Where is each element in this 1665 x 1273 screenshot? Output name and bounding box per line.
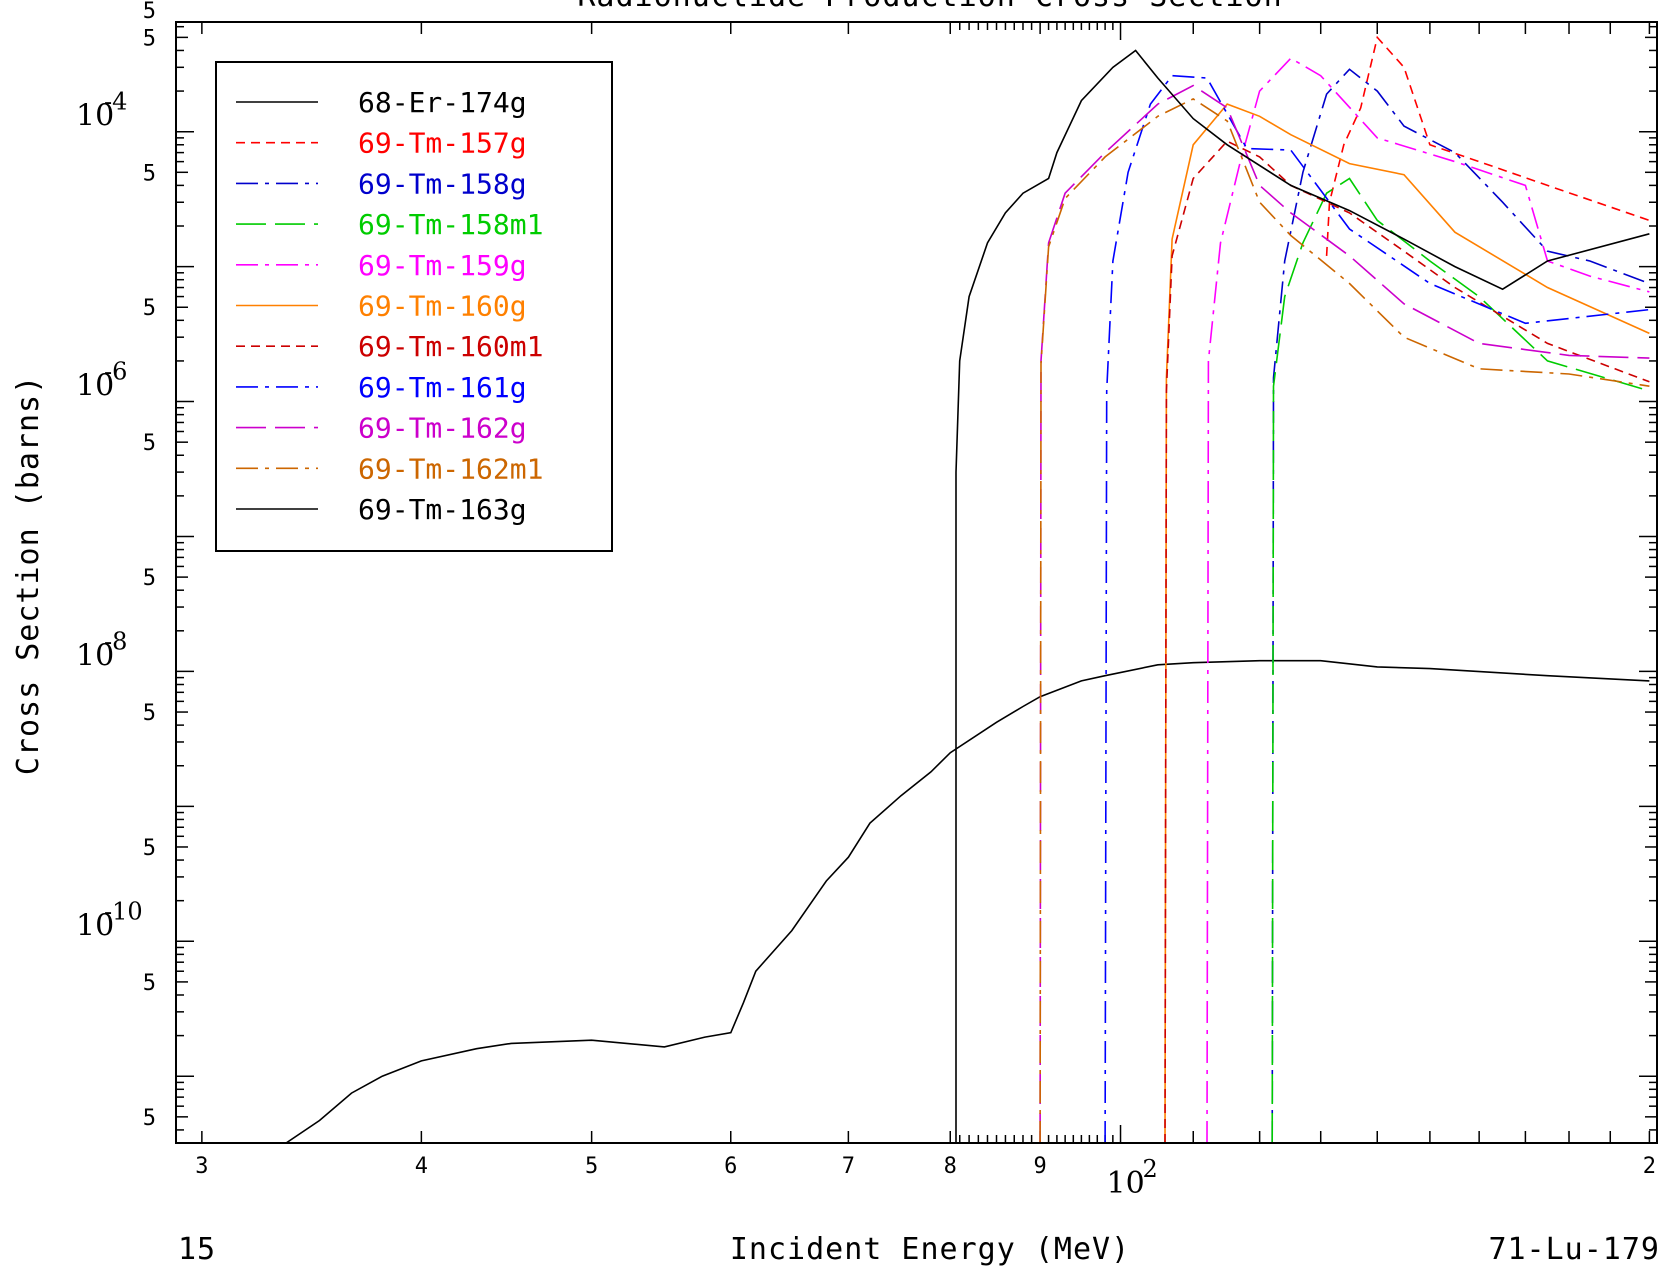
y-tick-label-five: 5	[143, 431, 156, 456]
x-tick-label: 8	[944, 1154, 957, 1179]
series-line-69-Tm-161g	[1104, 74, 1650, 1143]
legend-label: 69-Tm-163g	[358, 493, 527, 526]
series-line-69-Tm-158m1	[1271, 177, 1650, 1143]
series-line-69-Tm-162m1	[1039, 97, 1650, 1143]
legend: 68-Er-174g 69-Tm-157g 69-Tm-158g 69-Tm-158m…	[215, 61, 613, 552]
legend-label: 69-Tm-162m1	[358, 452, 543, 485]
corner-left-label: 15	[178, 1232, 216, 1267]
x-decade-label-base: 10	[1107, 1166, 1145, 1201]
legend-label: 68-Er-174g	[358, 86, 527, 119]
y-decade-label-base: 10	[76, 99, 114, 134]
series-line-69-Tm-158g	[1271, 68, 1650, 1143]
y-axis-title: Cross Section (barns)	[11, 375, 46, 775]
y-tick-label-five: 5	[143, 971, 156, 996]
y-decade-label-base: 10	[76, 638, 114, 673]
x-axis-title: Incident Energy (MeV)	[730, 1232, 1130, 1267]
series-line-69-Tm-160m1	[1164, 140, 1650, 1143]
corner-right-label: 71-Lu-179	[1488, 1232, 1660, 1267]
y-tick-label-five: 5	[143, 296, 156, 321]
legend-label: 69-Tm-158g	[358, 167, 527, 200]
series-line-69-Tm-162g	[1039, 84, 1650, 1143]
y-decade-label-exp: -6	[104, 358, 127, 386]
y-decade-label-base: 10	[76, 369, 114, 404]
plot-frame	[175, 21, 1658, 1144]
y-decade-label-base: 10	[76, 908, 114, 943]
x-tick-label: 9	[1034, 1154, 1047, 1179]
x-decade-label-exp: 2	[1143, 1155, 1158, 1183]
legend-label: 69-Tm-161g	[358, 371, 527, 404]
chart-title: Radionuclide Production Cross Section	[577, 0, 1282, 14]
series-line-69-Tm-157g	[1325, 35, 1650, 256]
series-line-69-Tm-159g	[1206, 57, 1650, 1143]
y-decade-label-exp: -8	[104, 627, 127, 655]
legend-label: 69-Tm-159g	[358, 249, 527, 282]
y-top-label: 5	[143, 0, 156, 24]
y-tick-label-five: 5	[143, 1106, 156, 1131]
legend-label: 69-Tm-157g	[358, 127, 527, 160]
y-decade-label-exp: -4	[104, 88, 127, 116]
legend-label: 69-Tm-158m1	[358, 208, 543, 241]
x-tick-label: 7	[842, 1154, 855, 1179]
legend-label: 69-Tm-160m1	[358, 330, 543, 363]
y-tick-label-five: 5	[143, 26, 156, 51]
x-tick-label: 4	[415, 1154, 428, 1179]
legend-label: 69-Tm-160g	[358, 290, 527, 323]
series-line-68-Er-174g	[285, 659, 1650, 1143]
x-tick-label: 3	[195, 1154, 208, 1179]
series-line-69-Tm-163g	[955, 49, 1650, 1143]
x-tick-label: 5	[585, 1154, 598, 1179]
x-tick-label: 2	[1643, 1154, 1656, 1179]
series-line-69-Tm-160g	[1164, 103, 1650, 1143]
y-decade-label-exp: -10	[104, 897, 143, 925]
y-axis-title-group: Cross Section (barns)	[11, 375, 46, 775]
y-tick-label-five: 5	[143, 161, 156, 186]
legend-label: 69-Tm-162g	[358, 412, 527, 445]
y-tick-label-five: 5	[143, 701, 156, 726]
x-tick-label: 6	[724, 1154, 737, 1179]
y-tick-label-five: 5	[143, 836, 156, 861]
y-tick-label-five: 5	[143, 566, 156, 591]
series-layer	[285, 35, 1650, 1143]
